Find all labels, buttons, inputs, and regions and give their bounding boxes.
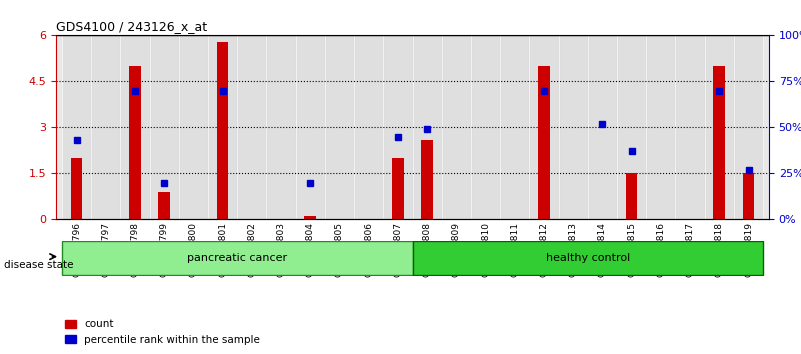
Text: healthy control: healthy control [545,253,630,263]
Bar [325,35,354,219]
Text: GDS4100 / 243126_x_at: GDS4100 / 243126_x_at [56,20,207,33]
Bar [217,41,228,219]
Bar [150,35,179,219]
Bar [237,35,267,219]
Bar [529,35,558,219]
Bar [705,35,734,219]
Bar [588,35,617,219]
Bar [617,35,646,219]
Bar [62,35,91,219]
Bar [208,35,237,219]
Bar [159,192,170,219]
Text: disease state: disease state [4,261,74,270]
Bar [120,35,150,219]
Bar [714,66,725,219]
Bar [743,173,755,219]
Bar [354,35,384,219]
Bar [392,158,404,219]
Bar [129,66,141,219]
Bar [296,35,325,219]
FancyBboxPatch shape [413,241,763,275]
Bar [471,35,500,219]
Bar [70,158,83,219]
Bar [500,35,529,219]
Bar [558,35,588,219]
FancyBboxPatch shape [62,241,413,275]
Bar [304,216,316,219]
Bar [646,35,675,219]
Bar [675,35,705,219]
Bar [626,173,638,219]
Bar [421,140,433,219]
Bar [734,35,763,219]
Bar [413,35,441,219]
Bar [179,35,208,219]
Bar [538,66,549,219]
Bar [91,35,120,219]
Text: pancreatic cancer: pancreatic cancer [187,253,288,263]
Bar [384,35,413,219]
Bar [441,35,471,219]
Bar [267,35,296,219]
Legend: count, percentile rank within the sample: count, percentile rank within the sample [62,315,264,349]
